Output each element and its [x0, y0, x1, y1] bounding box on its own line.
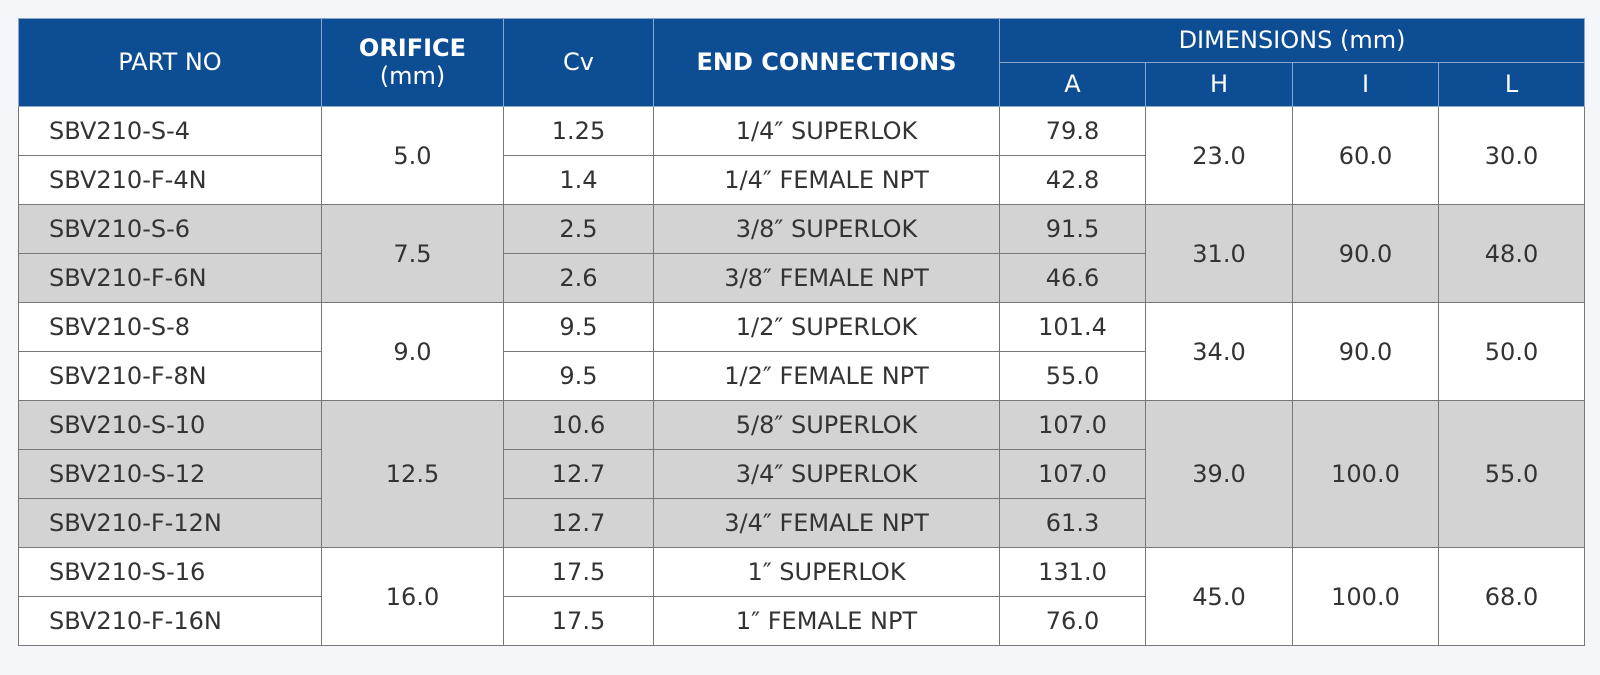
dim-a: 107.0	[999, 400, 1146, 450]
table-row: SBV210-F-12N 12.7 3/4″ FEMALE NPT 61.3	[18, 498, 1585, 548]
orifice: 9.0	[321, 302, 504, 401]
cv: 9.5	[503, 302, 654, 352]
part-no: SBV210-S-8	[18, 302, 322, 352]
dim-a: 42.8	[999, 155, 1146, 205]
dim-h: 39.0	[1145, 400, 1293, 548]
dim-i: 90.0	[1292, 302, 1439, 401]
header-cv: Cv	[503, 18, 654, 107]
dim-a: 131.0	[999, 547, 1146, 597]
part-no: SBV210-F-16N	[18, 596, 322, 646]
dim-l: 50.0	[1437, 302, 1586, 401]
dim-a: 101.4	[999, 302, 1146, 352]
end-connection: 3/8″ SUPERLOK	[653, 204, 1000, 254]
dim-i: 90.0	[1292, 204, 1439, 303]
end-connection: 5/8″ SUPERLOK	[653, 400, 1000, 450]
header-dim: H	[1145, 62, 1293, 107]
header-dim: A	[999, 62, 1146, 107]
dim-h: 23.0	[1145, 106, 1293, 205]
header-orifice-title: ORIFICE	[358, 33, 467, 62]
orifice: 12.5	[321, 400, 504, 548]
orifice: 5.0	[321, 106, 504, 205]
part-no: SBV210-S-10	[18, 400, 322, 450]
end-connection: 1″ SUPERLOK	[653, 547, 1000, 597]
dim-l: 48.0	[1437, 204, 1586, 303]
end-connection: 3/4″ SUPERLOK	[653, 449, 1000, 499]
dim-i: 100.0	[1292, 547, 1439, 646]
part-no: SBV210-S-12	[18, 449, 322, 499]
cv: 10.6	[503, 400, 654, 450]
dim-a: 79.8	[999, 106, 1146, 156]
end-connection: 1/4″ FEMALE NPT	[653, 155, 1000, 205]
dim-a: 55.0	[999, 351, 1146, 401]
table-row: SBV210-S-8 9.0 9.5 1/2″ SUPERLOK 101.4 34.0 90…	[18, 302, 1586, 401]
end-connection: 3/8″ FEMALE NPT	[653, 253, 1000, 303]
end-connection: 1/2″ FEMALE NPT	[653, 351, 1000, 401]
cv: 2.5	[503, 204, 654, 254]
part-no: SBV210-F-6N	[18, 253, 322, 303]
cv: 9.5	[503, 351, 654, 401]
cv: 1.4	[503, 155, 654, 205]
part-no: SBV210-S-16	[18, 547, 322, 597]
header-end-connections: END CONNECTIONS	[653, 18, 1000, 107]
table-row: SBV210-F-8N 9.5 1/2″ FEMALE NPT 55.0	[18, 351, 1585, 401]
cv: 17.5	[503, 547, 654, 597]
dim-i: 60.0	[1292, 106, 1439, 205]
table-row: SBV210-S-10 12.5 10.6 5/8″ SUPERLOK 107.0 39.…	[18, 400, 1586, 548]
table-row: SBV210-F-6N 2.6 3/8″ FEMALE NPT 46.6	[18, 253, 1585, 303]
table-row: SBV210-S-4 5.0 1.25 1/4″ SUPERLOK 79.8 23.0 60…	[18, 106, 1586, 205]
dim-a: 91.5	[999, 204, 1146, 254]
dim-l: 68.0	[1437, 547, 1586, 646]
table-row: SBV210-S-6 7.5 2.5 3/8″ SUPERLOK 91.5 31.0 90.…	[18, 204, 1586, 303]
part-no: SBV210-F-4N	[18, 155, 322, 205]
header-dim: L	[1437, 62, 1586, 107]
dim-h: 31.0	[1145, 204, 1293, 303]
dim-a: 76.0	[999, 596, 1146, 646]
end-connection: 3/4″ FEMALE NPT	[653, 498, 1000, 548]
part-no: SBV210-S-6	[18, 204, 322, 254]
dim-a: 107.0	[999, 449, 1146, 499]
dim-h: 45.0	[1145, 547, 1293, 646]
end-connection: 1″ FEMALE NPT	[653, 596, 1000, 646]
table-row: SBV210-F-16N 17.5 1″ FEMALE NPT 76.0	[18, 596, 1585, 646]
dim-l: 55.0	[1437, 400, 1586, 548]
orifice: 16.0	[321, 547, 504, 646]
cv: 17.5	[503, 596, 654, 646]
dim-a: 46.6	[999, 253, 1146, 303]
part-no: SBV210-F-8N	[18, 351, 322, 401]
header-part-no: PART NO	[18, 18, 322, 107]
end-connection: 1/4″ SUPERLOK	[653, 106, 1000, 156]
orifice: 7.5	[321, 204, 504, 303]
end-connection: 1/2″ SUPERLOK	[653, 302, 1000, 352]
dim-i: 100.0	[1292, 400, 1439, 548]
part-no: SBV210-F-12N	[18, 498, 322, 548]
header-dimensions: DIMENSIONS (mm)	[998, 18, 1586, 63]
table-row: SBV210-S-16 16.0 17.5 1″ SUPERLOK 131.0 45.0 1…	[18, 547, 1586, 646]
dim-l: 30.0	[1437, 106, 1586, 205]
dim-a: 61.3	[999, 498, 1146, 548]
part-no: SBV210-S-4	[18, 106, 322, 156]
spec-table: PART NO ORIFICE (mm) Cv END CONNECTIONS D…	[18, 18, 1586, 646]
cv: 12.7	[503, 449, 654, 499]
table-row: SBV210-F-4N 1.4 1/4″ FEMALE NPT 42.8	[18, 155, 1585, 205]
header-dim: I	[1292, 62, 1439, 107]
header-orifice-unit: (mm)	[379, 61, 446, 90]
dim-h: 34.0	[1145, 302, 1293, 401]
header-orifice: ORIFICE (mm)	[321, 18, 504, 107]
cv: 12.7	[503, 498, 654, 548]
cv: 1.25	[503, 106, 654, 156]
cv: 2.6	[503, 253, 654, 303]
